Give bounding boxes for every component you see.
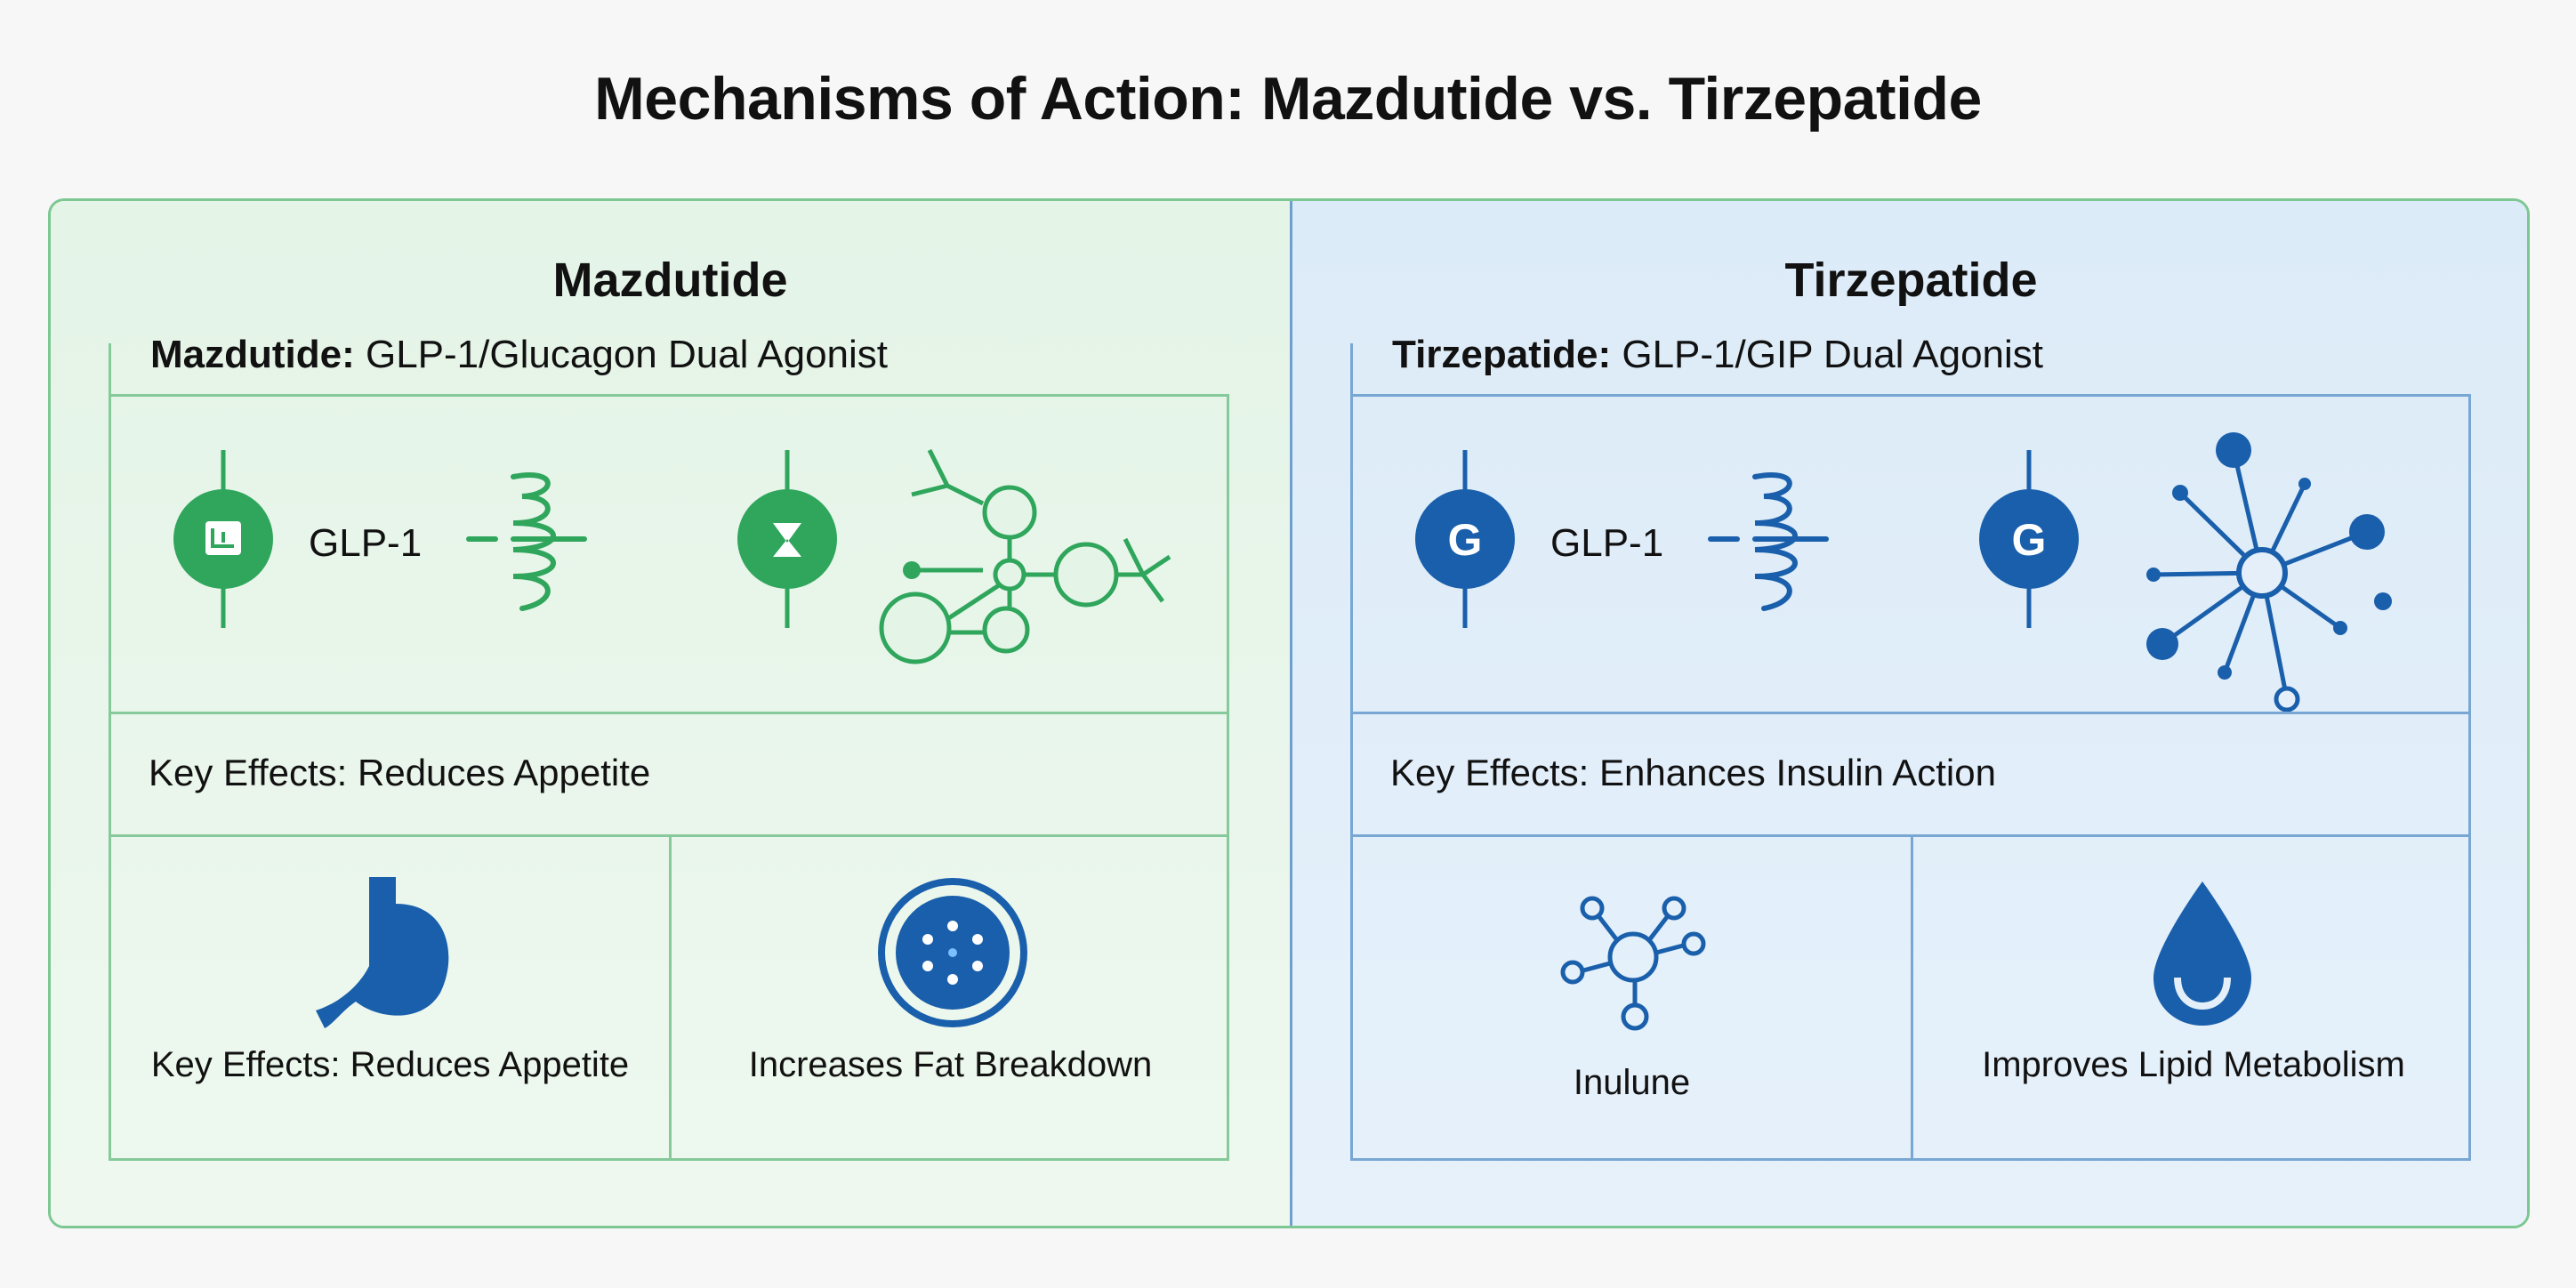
glucagon-receptor-icon (737, 450, 837, 628)
mazdutide-key-effects-box: Key Effects: Reduces Appetite (109, 712, 1229, 837)
effect-label-insulin: Inulune (1573, 1063, 1691, 1102)
tirzepatide-key-effects: Key Effects: Enhances Insulin Action (1390, 752, 1996, 793)
glp1-label: GLP-1 (1550, 521, 1664, 565)
divider (1350, 343, 1353, 397)
tirzepatide-subtitle: Tirzepatide: GLP-1/GIP Dual Agonist (1392, 333, 2043, 377)
receptor-icon (173, 450, 273, 628)
molecule-network-icon (879, 448, 1171, 664)
mazdutide-subtitle: Mazdutide: GLP-1/Glucagon Dual Agonist (150, 333, 888, 377)
helix-icon (466, 472, 587, 611)
tirzepatide-subtitle-name: Tirzepatide: (1392, 333, 1612, 376)
mazdutide-effects-grid: Key Effects: Reduces Appetite Increases … (109, 834, 1229, 1161)
helix-icon (1708, 472, 1829, 611)
tirzepatide-effects-grid: Inulune Improves Lipid Metabolism (1350, 834, 2471, 1161)
mazdutide-panel: Mazdutide Mazdutide: GLP-1/Glucagon Dual… (51, 201, 1290, 1226)
mazdutide-mechanism-box: GLP-1 (109, 394, 1229, 714)
gip-receptor-icon: G (1979, 450, 2079, 628)
stomach-icon (316, 877, 449, 1028)
tirzepatide-heading: Tirzepatide (1784, 254, 2038, 307)
effect-label-fat-breakdown: Increases Fat Breakdown (748, 1045, 1153, 1084)
mazdutide-subtitle-name: Mazdutide: (150, 333, 355, 376)
tirzepatide-key-effects-box: Key Effects: Enhances Insulin Action (1350, 712, 2471, 837)
mazdutide-subtitle-desc: GLP-1/Glucagon Dual Agonist (354, 333, 889, 376)
divider (669, 837, 672, 1158)
gip-signal-network-icon (2146, 432, 2392, 712)
tirzepatide-panel: Tirzepatide Tirzepatide: GLP-1/GIP Dual … (1290, 201, 2527, 1226)
receptor-badge-1: G (1448, 515, 1483, 565)
divider (1911, 837, 1913, 1158)
mazdutide-key-effects: Key Effects: Reduces Appetite (149, 752, 651, 793)
page-title: Mechanisms of Action: Mazdutide vs. Tirz… (594, 65, 1982, 133)
fat-cell-icon (878, 878, 1027, 1027)
effect-label-lipid: Improves Lipid Metabolism (1982, 1045, 2405, 1084)
receptor-badge-2: G (2012, 515, 2047, 565)
tirzepatide-subtitle-desc: GLP-1/GIP Dual Agonist (1611, 333, 2044, 376)
mazdutide-heading: Mazdutide (552, 254, 788, 307)
tirzepatide-mechanism-box: G GLP-1 G (1350, 394, 2471, 714)
glp1-label: GLP-1 (309, 521, 423, 565)
effect-label-appetite: Key Effects: Reduces Appetite (150, 1045, 630, 1084)
divider (109, 343, 111, 397)
glp1-receptor-icon: G (1415, 450, 1515, 628)
comparison-panel: Mazdutide Mazdutide: GLP-1/Glucagon Dual… (48, 198, 2530, 1228)
lipid-drop-icon (2153, 881, 2251, 1026)
insulin-network-icon (1560, 896, 1706, 1031)
